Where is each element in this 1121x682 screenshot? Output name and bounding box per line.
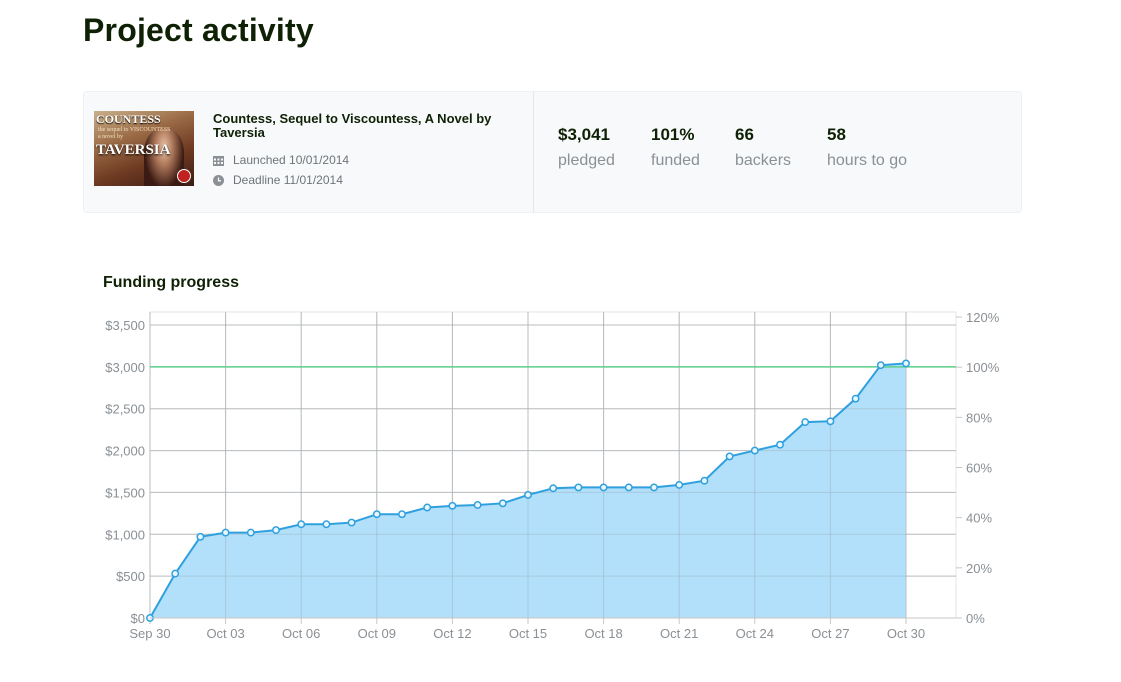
data-point [725, 452, 734, 461]
data-point [246, 528, 255, 537]
data-point [347, 518, 356, 527]
data-point [876, 361, 885, 370]
stat-pledged-value: $3,041 [558, 125, 610, 144]
data-point [801, 418, 810, 427]
deadline-date: Deadline 11/01/2014 [213, 173, 343, 187]
x-tick-label: Oct 12 [433, 626, 471, 641]
page-title: Project activity [83, 12, 314, 48]
y-right-tick-label: 120% [966, 310, 1000, 325]
funding-progress-chart: $0 $500 $1,000 $1,500 $2,000 $2,500 $3,000 $3,5… [105, 310, 1000, 641]
data-point [272, 526, 280, 535]
x-tick-label: Oct 21 [660, 626, 698, 641]
data-point [297, 520, 306, 529]
x-tick-label: Oct 06 [282, 626, 320, 641]
stat-pledged-label: pledged [558, 152, 615, 169]
project-name-link[interactable]: Countess, Sequel to Viscountess, A Novel… [213, 111, 492, 140]
data-point [549, 484, 558, 493]
data-point [322, 520, 331, 529]
data-point [473, 501, 482, 509]
y-left-tick-label: $500 [116, 569, 145, 584]
stat-backers: 66 backers [735, 125, 791, 171]
launched-date: Launched 10/01/2014 [213, 153, 349, 167]
data-point [398, 510, 406, 519]
x-tick-label: Sep 30 [129, 626, 170, 641]
publisher-logo-icon [177, 169, 191, 183]
clock-icon [213, 174, 224, 186]
stat-funded: 101% funded [651, 125, 700, 171]
data-point [776, 440, 784, 449]
data-point [574, 483, 583, 492]
x-tick-label: Oct 09 [358, 626, 396, 641]
y-left-tick-label: $3,500 [105, 318, 145, 333]
y-left-tick-label: $1,000 [105, 527, 145, 542]
x-tick-label: Oct 18 [584, 626, 622, 641]
data-point [851, 394, 860, 403]
thumbnail-subtitle: the sequel to VISCOUNTESS a novel by [98, 127, 170, 141]
calendar-icon [213, 155, 224, 166]
chart-title: Funding progress [103, 274, 239, 291]
data-point [221, 528, 230, 537]
y-right-tick-label: 80% [966, 410, 992, 425]
data-point [498, 499, 507, 508]
x-tick-label: Oct 30 [887, 626, 925, 641]
launched-text: Launched 10/01/2014 [233, 153, 350, 167]
stat-pledged: $3,041 pledged [558, 125, 615, 171]
stat-backers-value: 66 [735, 125, 754, 144]
stat-hours-to-go: 58 hours to go [827, 125, 907, 171]
stat-backers-label: backers [735, 152, 792, 169]
data-point [902, 359, 910, 368]
data-point [423, 503, 432, 512]
y-right-tick-label: 0% [966, 611, 985, 626]
data-point [524, 490, 532, 499]
stat-hours-value: 58 [827, 125, 846, 144]
data-point [372, 510, 381, 519]
y-right-tick-label: 40% [966, 511, 992, 526]
data-point [171, 569, 180, 578]
x-tick-label: Oct 15 [509, 626, 547, 641]
thumbnail-title: COUNTESS [96, 112, 161, 126]
y-left-tick-label: $2,500 [105, 402, 145, 417]
data-point [624, 483, 633, 492]
y-right-tick-label: 60% [966, 461, 992, 476]
thumbnail-byline: a novel by [98, 134, 123, 140]
data-point [650, 483, 658, 492]
data-point [826, 417, 835, 426]
funding-area [150, 363, 906, 618]
data-point [700, 476, 709, 485]
x-tick-label: Oct 24 [736, 626, 774, 641]
stat-funded-label: funded [651, 152, 700, 169]
data-point [750, 446, 759, 455]
data-point [675, 480, 684, 489]
thumbnail-author: TAVERSIA [96, 142, 171, 158]
y-left-tick-label: $3,000 [105, 360, 145, 375]
y-left-tick-label: $0 [131, 611, 145, 626]
thumbnail-subtitle-text: the sequel to VISCOUNTESS [98, 127, 171, 133]
project-summary-card: COUNTESS the sequel to VISCOUNTESS a nov… [83, 91, 1022, 213]
y-right-tick-label: 20% [966, 561, 992, 576]
y-right-tick-label: 100% [966, 360, 1000, 375]
data-point [599, 483, 608, 492]
data-point [448, 501, 457, 510]
x-tick-label: Oct 27 [811, 626, 849, 641]
data-point [196, 532, 205, 541]
project-thumbnail[interactable]: COUNTESS the sequel to VISCOUNTESS a nov… [94, 111, 194, 186]
card-divider [533, 92, 534, 212]
y-left-tick-label: $1,500 [105, 485, 145, 500]
stat-funded-value: 101% [651, 125, 695, 144]
deadline-text: Deadline 11/01/2014 [233, 173, 343, 187]
x-tick-label: Oct 03 [206, 626, 244, 641]
stat-hours-label: hours to go [827, 152, 908, 169]
y-left-tick-label: $2,000 [105, 444, 145, 459]
